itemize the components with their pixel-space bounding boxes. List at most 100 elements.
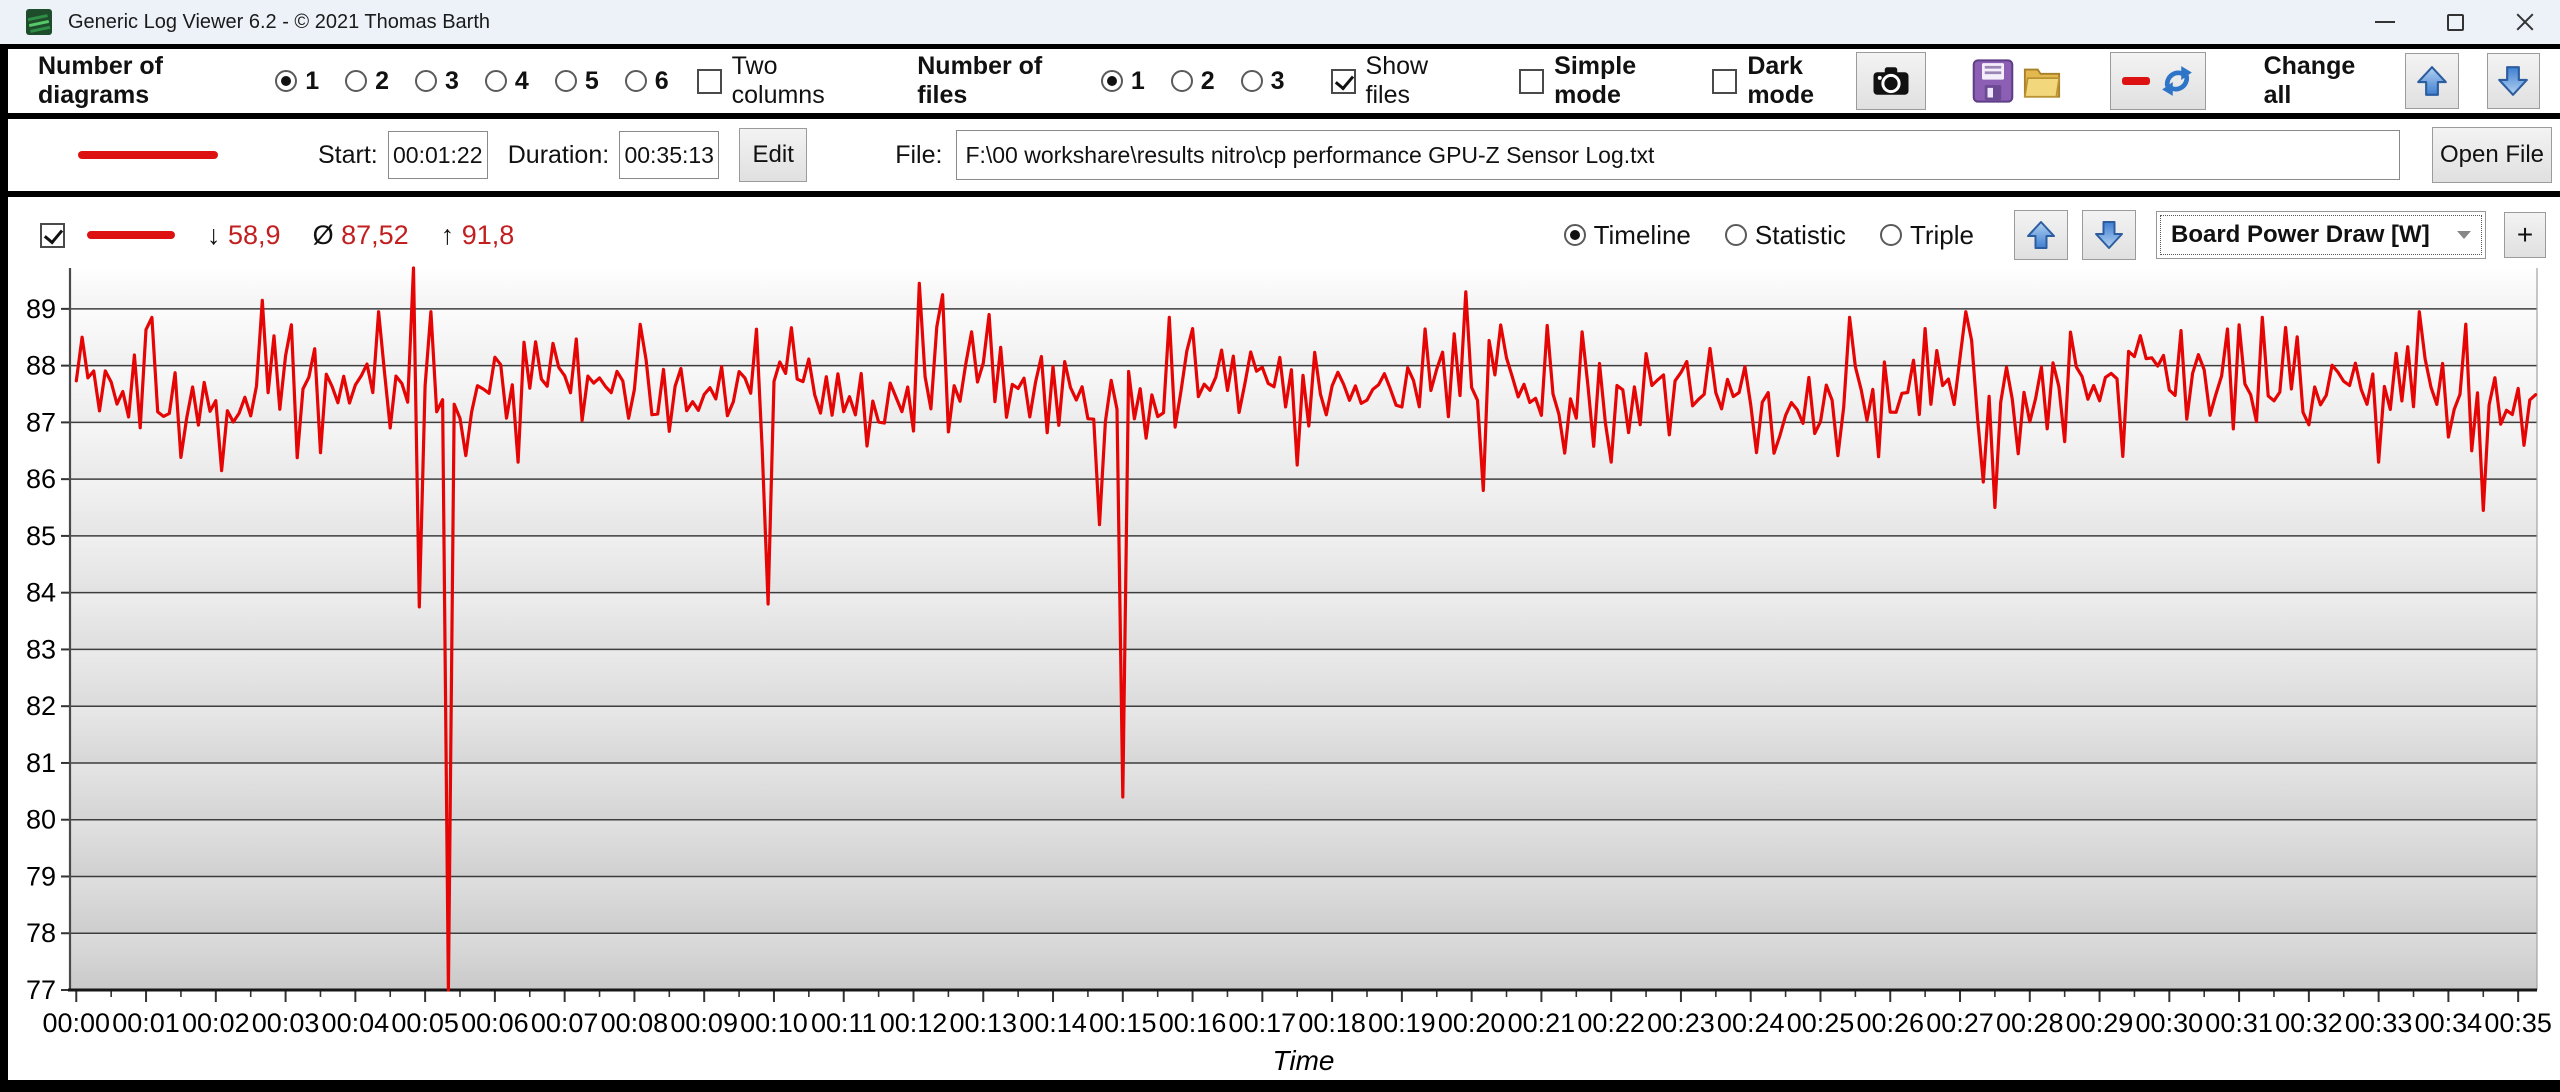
window-controls <box>2350 0 2560 44</box>
reset-reload-button[interactable] <box>2110 52 2206 110</box>
signal-up-button[interactable] <box>2014 210 2068 260</box>
svg-text:00:23: 00:23 <box>1647 1008 1715 1038</box>
series-visible-checkbox[interactable] <box>40 222 65 248</box>
radio-option-3[interactable]: 3 <box>1240 66 1285 96</box>
close-button[interactable] <box>2490 0 2560 44</box>
svg-text:00:30: 00:30 <box>2136 1008 2204 1038</box>
radio-label: Triple <box>1909 219 1974 250</box>
two-columns-label: Two columns <box>731 52 825 109</box>
simple-mode-label: Simple mode <box>1554 52 1637 109</box>
file-path-input[interactable] <box>956 130 2400 180</box>
file-count-radio-group: 1 2 3 <box>1100 66 1285 96</box>
radio-option-1[interactable]: 1 <box>275 67 319 96</box>
change-all-up-button[interactable] <box>2405 53 2459 109</box>
radio-option-triple[interactable]: Triple <box>1879 219 1974 251</box>
radio-label: Statistic <box>1754 219 1846 250</box>
signal-select-dropdown[interactable]: Board Power Draw [W] <box>2156 211 2486 259</box>
change-all-down-button[interactable] <box>2486 53 2541 109</box>
two-columns-checkbox[interactable]: Two columns <box>696 52 856 110</box>
radio-label: 6 <box>654 66 669 95</box>
radio-dot <box>484 70 507 92</box>
svg-text:00:12: 00:12 <box>880 1008 948 1038</box>
radio-option-6[interactable]: 6 <box>624 66 669 96</box>
duration-input[interactable] <box>619 131 720 179</box>
svg-text:84: 84 <box>26 578 56 608</box>
svg-text:86: 86 <box>26 464 56 494</box>
load-button[interactable] <box>2022 61 2062 101</box>
minimize-icon <box>2375 21 2395 23</box>
radio-label: 5 <box>584 66 599 95</box>
svg-text:00:34: 00:34 <box>2415 1008 2483 1038</box>
radio-dot <box>1240 70 1263 92</box>
maximize-icon <box>2446 13 2464 31</box>
close-icon <box>2515 12 2535 32</box>
start-label: Start: <box>318 140 378 169</box>
svg-text:82: 82 <box>26 691 56 721</box>
duration-label: Duration: <box>507 140 610 169</box>
radio-option-4[interactable]: 4 <box>484 66 529 96</box>
radio-option-2[interactable]: 2 <box>1170 67 1215 96</box>
svg-text:00:08: 00:08 <box>601 1008 669 1038</box>
svg-text:00:00: 00:00 <box>42 1008 110 1038</box>
radio-dot <box>1724 224 1747 246</box>
add-diagram-button[interactable]: + <box>2504 212 2546 258</box>
radio-label: 4 <box>514 66 529 95</box>
svg-text:00:22: 00:22 <box>1577 1008 1645 1038</box>
avg-value: 87,52 <box>341 219 409 250</box>
radio-dot <box>1170 70 1193 92</box>
max-arrow-icon: ↑ <box>440 219 455 250</box>
svg-text:00:03: 00:03 <box>252 1008 320 1038</box>
radio-dot <box>624 70 647 92</box>
show-files-checkbox[interactable]: Show files <box>1330 52 1462 110</box>
svg-text:00:29: 00:29 <box>2066 1008 2134 1038</box>
svg-text:00:35: 00:35 <box>2484 1008 2552 1038</box>
start-time-input[interactable] <box>387 131 488 179</box>
screenshot-button[interactable] <box>1856 52 1927 110</box>
svg-text:00:10: 00:10 <box>740 1008 808 1038</box>
file-row: Start: Duration: Edit File: Open File <box>8 119 2560 191</box>
radio-dot <box>1100 70 1123 92</box>
simple-mode-checkbox[interactable]: Simple mode <box>1519 52 1686 110</box>
svg-text:00:04: 00:04 <box>322 1008 390 1038</box>
toolbar: Number of diagrams 1 2 3 4 5 6 Two columns Nu… <box>8 49 2560 113</box>
number-of-files-label: Number of files <box>917 52 1043 109</box>
svg-text:Time: Time <box>1273 1045 1335 1076</box>
chevron-down-icon <box>2457 231 2471 239</box>
title-bar: Generic Log Viewer 6.2 - © 2021 Thomas B… <box>0 0 2560 44</box>
svg-text:00:13: 00:13 <box>949 1008 1017 1038</box>
radio-label: Timeline <box>1593 219 1691 250</box>
radio-option-2[interactable]: 2 <box>345 67 389 96</box>
maximize-button[interactable] <box>2420 0 2490 44</box>
svg-text:00:28: 00:28 <box>1996 1008 2064 1038</box>
radio-label: 3 <box>1270 66 1285 95</box>
svg-text:00:16: 00:16 <box>1159 1008 1227 1038</box>
save-button[interactable] <box>1972 59 2014 103</box>
number-of-diagrams-label: Number of diagrams <box>38 52 163 109</box>
svg-text:81: 81 <box>26 748 56 778</box>
radio-dot <box>275 70 298 92</box>
radio-option-5[interactable]: 5 <box>554 66 599 96</box>
min-arrow-icon: ↓ <box>207 219 221 250</box>
separator <box>0 44 2560 49</box>
signal-down-button[interactable] <box>2082 210 2136 260</box>
svg-text:00:17: 00:17 <box>1229 1008 1297 1038</box>
radio-option-statistic[interactable]: Statistic <box>1724 219 1846 251</box>
radio-option-3[interactable]: 3 <box>415 67 459 96</box>
svg-text:00:07: 00:07 <box>531 1008 599 1038</box>
max-value: 91,8 <box>461 219 515 250</box>
edit-button[interactable]: Edit <box>739 128 808 182</box>
svg-text:00:32: 00:32 <box>2275 1008 2343 1038</box>
svg-text:00:20: 00:20 <box>1438 1008 1506 1038</box>
svg-text:00:18: 00:18 <box>1298 1008 1366 1038</box>
radio-option-1[interactable]: 1 <box>1100 67 1145 96</box>
svg-text:00:26: 00:26 <box>1856 1008 1924 1038</box>
separator <box>0 191 2560 197</box>
dark-mode-checkbox[interactable]: Dark mode <box>1712 52 1856 110</box>
svg-text:00:19: 00:19 <box>1368 1008 1436 1038</box>
open-file-button[interactable]: Open File <box>2432 127 2552 183</box>
svg-text:00:11: 00:11 <box>811 1008 877 1038</box>
minimize-button[interactable] <box>2350 0 2420 44</box>
svg-text:00:21: 00:21 <box>1508 1008 1576 1038</box>
radio-dot <box>554 70 577 92</box>
radio-option-timeline[interactable]: Timeline <box>1563 219 1691 251</box>
